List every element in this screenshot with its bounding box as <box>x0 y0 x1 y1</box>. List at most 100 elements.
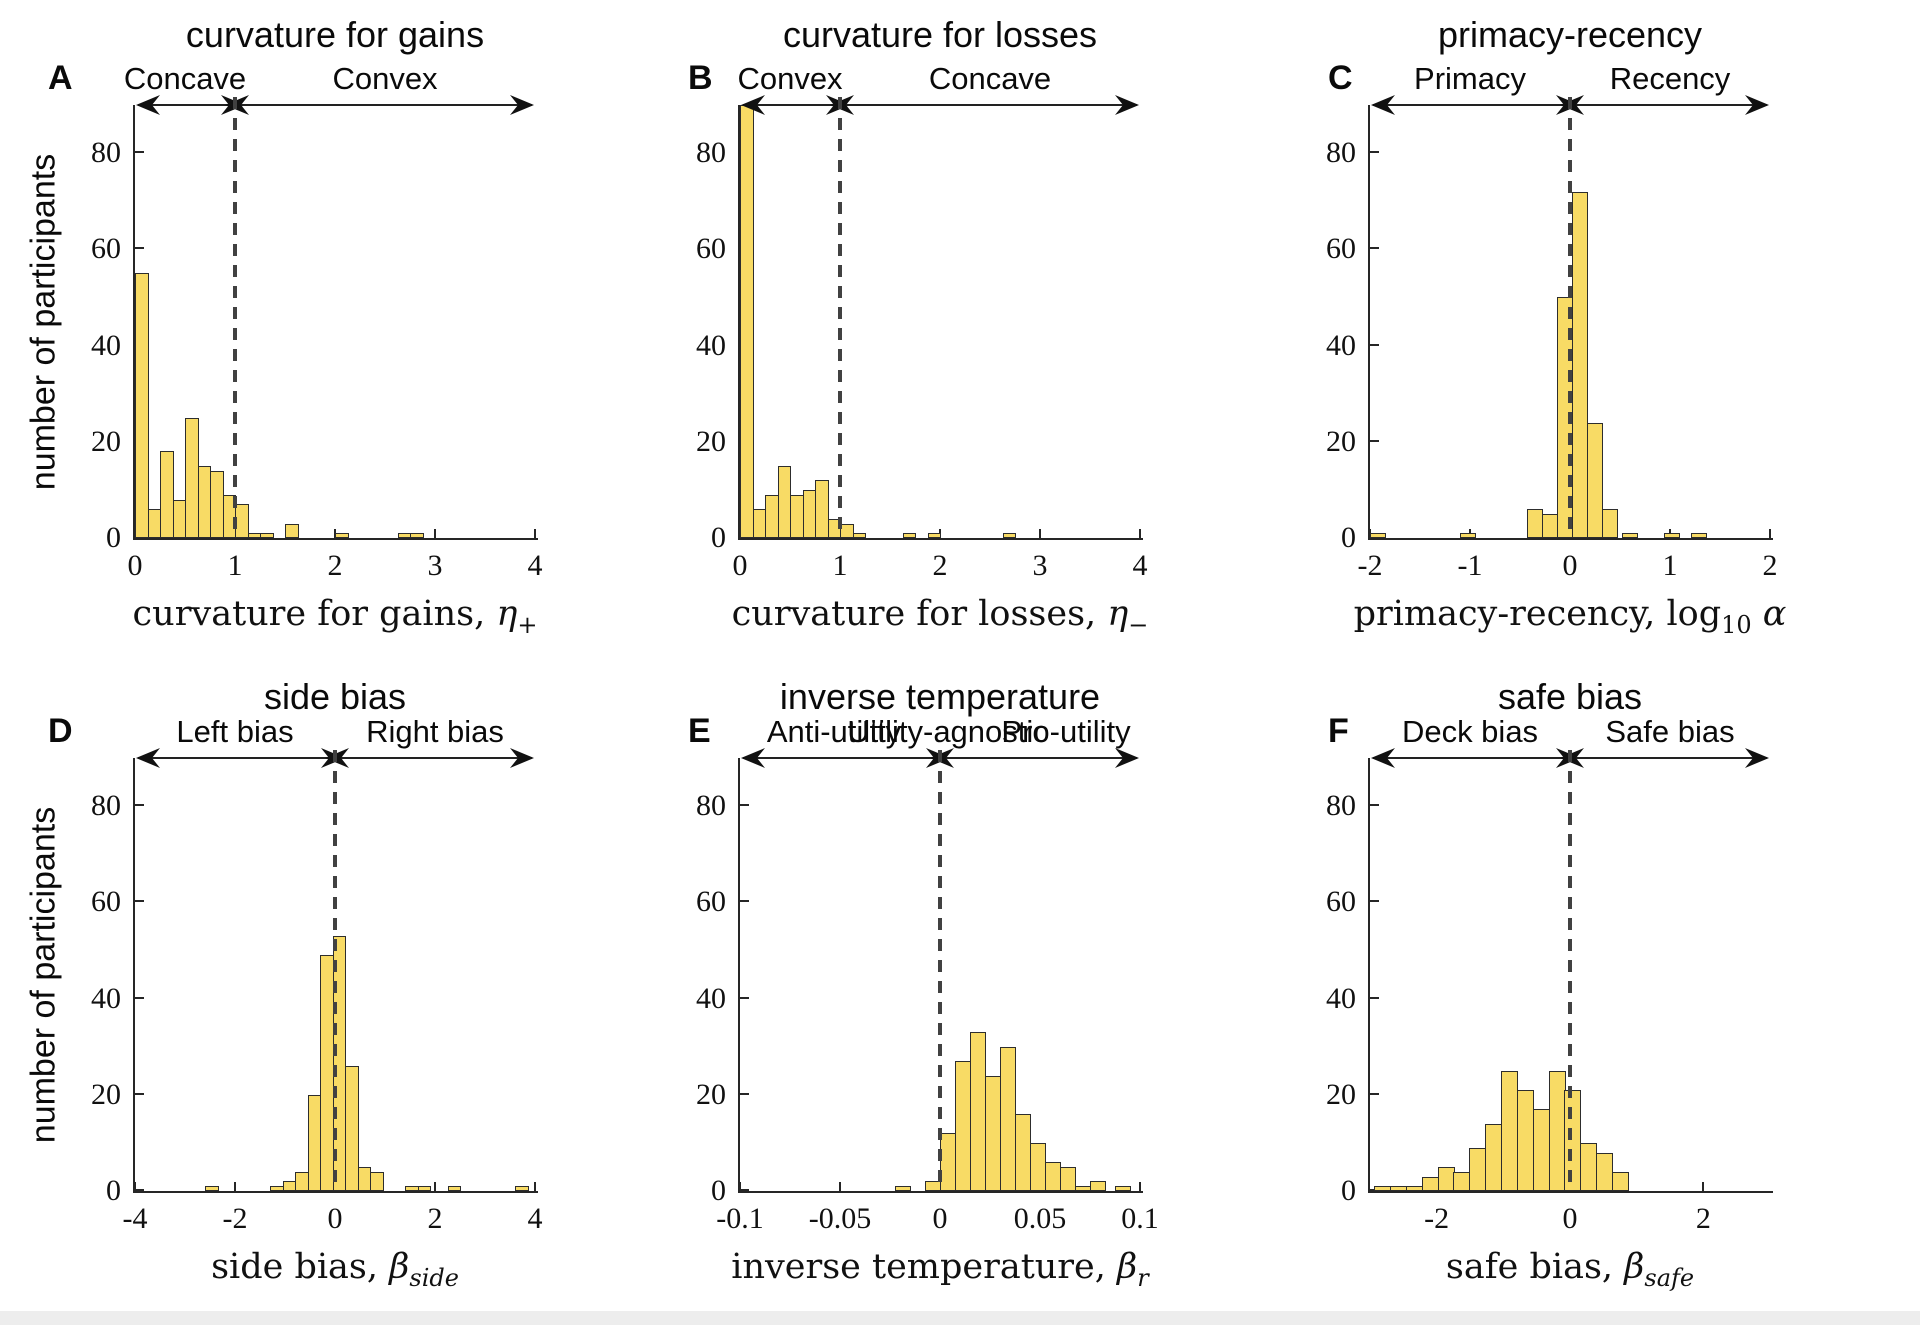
x-tick-label: 2 <box>1695 1202 1711 1235</box>
y-tick-label: 80 <box>696 789 726 823</box>
y-tick <box>740 900 749 903</box>
y-tick-label: 60 <box>1326 885 1356 919</box>
histogram-bar <box>1060 1166 1077 1191</box>
histogram-bar <box>740 105 754 538</box>
y-tick-label: 60 <box>696 232 726 266</box>
x-axis-label-part: α <box>1751 594 1787 634</box>
x-tick-label: 3 <box>1032 549 1048 582</box>
arrowhead-icon <box>741 95 765 115</box>
x-tick-label: 4 <box>527 549 543 582</box>
histogram-bar <box>1421 1176 1439 1191</box>
arrowhead-icon <box>1745 95 1769 115</box>
x-tick-label: 0 <box>932 1202 948 1235</box>
histogram-bar <box>985 1075 1002 1191</box>
y-tick-label: 60 <box>91 232 121 266</box>
panel-letter: D <box>48 712 73 750</box>
boundary-dashed-line <box>1568 750 1572 1191</box>
y-tick <box>740 804 749 807</box>
y-tick-label: 20 <box>696 1077 726 1111</box>
region-label: Recency <box>1609 61 1731 96</box>
x-tick-label: 4 <box>1132 549 1148 582</box>
x-tick-label: 0 <box>127 549 143 582</box>
y-tick-label: 20 <box>91 1077 121 1111</box>
x-tick <box>1139 1182 1141 1191</box>
y-tick-label: 0 <box>106 1174 121 1207</box>
histogram-bar <box>1612 1171 1630 1191</box>
histogram-bar <box>1437 1166 1455 1191</box>
x-axis-label: side bias, βside <box>211 1247 459 1292</box>
y-axis-line <box>738 105 740 540</box>
histogram-bar <box>417 1186 432 1191</box>
arrowhead-icon <box>930 748 954 768</box>
x-axis-label-part: β <box>389 1247 410 1287</box>
panel-title: side bias <box>263 676 407 717</box>
histogram-bar <box>205 1186 219 1191</box>
y-tick <box>1370 439 1379 442</box>
arrowhead-icon <box>136 95 160 115</box>
y-tick <box>1370 151 1379 154</box>
arrowhead-icon <box>136 748 160 768</box>
x-tick-label: 0.1 <box>1121 1202 1159 1235</box>
x-axis-label-part: 10 <box>1721 611 1752 639</box>
boundary-dashed-line <box>333 750 337 1191</box>
histogram-bar <box>1587 422 1604 538</box>
y-tick <box>135 804 144 807</box>
x-tick-label: 3 <box>427 549 443 582</box>
x-axis-label-part: curvature for losses, <box>731 594 1108 634</box>
y-tick <box>1370 996 1379 999</box>
panel-letter: F <box>1328 712 1349 750</box>
x-tick-label: 1 <box>1662 549 1678 582</box>
histogram-bar <box>1602 509 1619 538</box>
histogram-bar <box>447 1186 462 1191</box>
y-tick-label: 40 <box>696 981 726 1015</box>
region-arrows-icon <box>1371 748 1769 768</box>
x-axis-line <box>738 538 1143 540</box>
panel-title: curvature for losses <box>782 14 1098 55</box>
histogram-bar <box>1500 1070 1518 1191</box>
x-tick-label: 2 <box>327 549 343 582</box>
histogram-bar <box>1090 1181 1107 1191</box>
histogram-bar <box>1015 1114 1032 1191</box>
x-tick <box>134 1182 136 1191</box>
arrowhead-icon <box>830 95 854 115</box>
histogram-bar <box>1030 1142 1047 1191</box>
histogram-bar <box>852 533 867 538</box>
histogram-bar <box>135 273 149 538</box>
y-tick <box>1370 343 1379 346</box>
arrowhead-icon <box>1115 748 1139 768</box>
x-axis-label: inverse temperature, βr <box>731 1247 1148 1292</box>
x-tick <box>1702 1182 1705 1191</box>
region-label: Convex <box>737 61 843 96</box>
x-tick <box>234 1182 236 1191</box>
histogram-bar <box>1485 1123 1503 1191</box>
y-tick-label: 40 <box>696 328 726 362</box>
region-label: Anti-utility <box>766 714 902 749</box>
y-tick-label: 0 <box>711 521 726 554</box>
y-axis-line <box>133 105 135 540</box>
histogram-bar <box>1000 1046 1017 1191</box>
panel-letter: E <box>688 712 711 750</box>
histogram-bar <box>1542 513 1559 538</box>
x-axis-label: curvature for gains, η+ <box>133 594 538 639</box>
region-label: Safe bias <box>1605 714 1735 749</box>
region-label: Utility-agnostic <box>847 714 1049 749</box>
histogram-bar <box>285 523 299 538</box>
y-axis-line <box>1368 758 1370 1193</box>
histogram-bar <box>370 1171 384 1191</box>
histogram-bar <box>1548 1070 1566 1191</box>
y-tick-label: 80 <box>1326 136 1356 170</box>
boundary-dashed-line <box>233 97 237 538</box>
histogram-bar <box>1691 533 1708 538</box>
x-axis-line <box>738 1191 1143 1193</box>
histogram-bar <box>1532 1109 1550 1191</box>
y-tick-label: 20 <box>91 424 121 458</box>
histogram-bar <box>335 533 349 538</box>
x-tick <box>534 529 536 538</box>
arrowhead-icon <box>510 95 534 115</box>
arrowhead-icon <box>1560 748 1584 768</box>
arrowhead-icon <box>225 95 249 115</box>
histogram-bar <box>1664 533 1681 538</box>
y-axis-line <box>133 758 135 1193</box>
histogram-bar <box>260 533 274 538</box>
